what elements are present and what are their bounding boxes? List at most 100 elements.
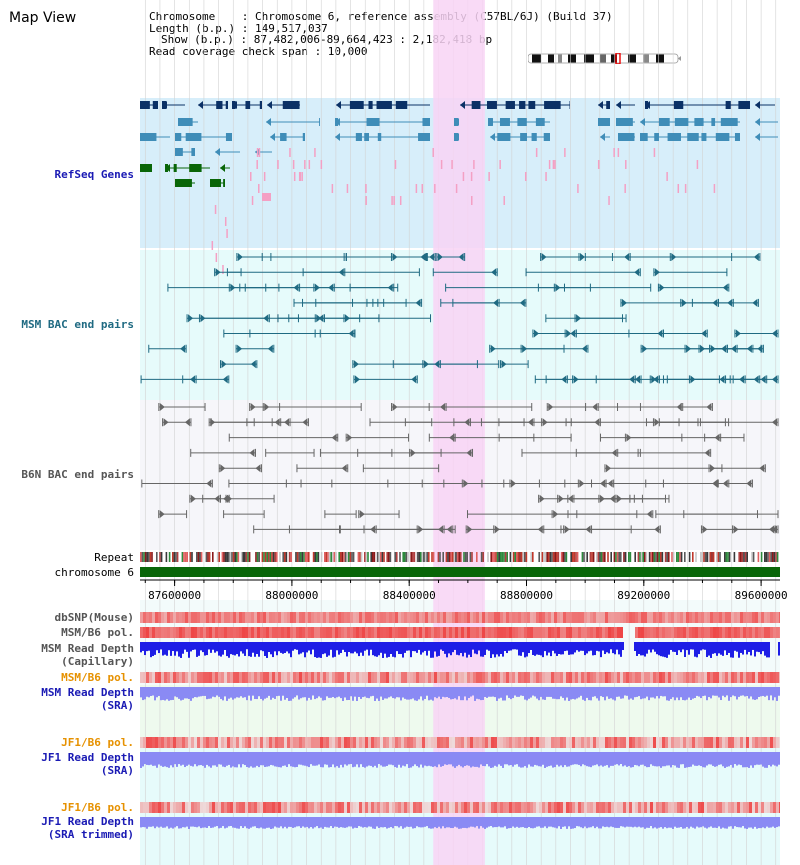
- jf1-b6-pol-trimmed-cell: [383, 802, 386, 813]
- jf1-b6-pol-cell: [158, 737, 161, 748]
- jf1-trimmed-depth-bar: [594, 817, 596, 829]
- repeat-mark: [247, 552, 249, 562]
- msm-capillary-depth-bar: [478, 642, 480, 651]
- jf1-trimmed-depth-bar: [700, 817, 702, 828]
- msm-b6-pol-cell: [746, 627, 749, 638]
- jf1-trimmed-depth-bar: [532, 817, 534, 829]
- msm-b6-pol-sra-cell: [707, 672, 710, 683]
- jf1-b6-pol-cell: [707, 737, 710, 748]
- bac-end-marker: [458, 253, 464, 261]
- jf1-sra-depth-bar: [618, 752, 620, 766]
- msm-sra-depth-bar: [770, 687, 772, 696]
- repeat-mark: [556, 552, 558, 562]
- jf1-b6-pol-cell: [278, 737, 281, 748]
- msm-sra-depth-bar: [606, 687, 608, 697]
- msm-b6-pol-cell: [173, 627, 176, 638]
- chromosome-bar: [140, 567, 780, 577]
- jf1-sra-depth-bar: [412, 752, 414, 767]
- msm-capillary-depth-bar: [398, 642, 400, 655]
- jf1-b6-pol-cell: [650, 737, 653, 748]
- jf1-trimmed-depth-bar: [322, 817, 324, 829]
- msm-sra-depth-bar: [618, 687, 620, 697]
- msm-b6-pol-sra-cell: [194, 672, 197, 683]
- msm-capillary-depth-bar: [312, 642, 314, 650]
- gene-minor-mark: [277, 160, 279, 169]
- dbsnp-cell: [665, 612, 668, 623]
- jf1-b6-pol-trimmed-cell: [599, 802, 602, 813]
- bac-end-marker: [353, 360, 359, 369]
- msm-b6-pol-sra-cell: [551, 672, 554, 683]
- jf1-sra-depth-bar: [592, 752, 594, 766]
- repeat-mark: [290, 552, 292, 562]
- repeat-mark: [466, 552, 468, 562]
- msm-sra-depth-bar: [334, 687, 336, 699]
- jf1-trimmed-depth-bar: [448, 817, 450, 828]
- jf1-b6-pol-cell: [263, 737, 266, 748]
- bac-end: [345, 433, 410, 442]
- msm-b6-pol-sra-cell: [596, 672, 599, 683]
- msm-b6-pol-sra-cell: [326, 672, 329, 683]
- msm-sra-depth-bar: [570, 687, 572, 700]
- gene-exon: [694, 118, 704, 126]
- dbsnp-cell: [557, 612, 560, 623]
- msm-capillary-depth-bar: [250, 642, 252, 657]
- msm-b6-pol-sra-cell: [266, 672, 269, 683]
- jf1-b6-pol-cell: [359, 737, 362, 748]
- msm-capillary-depth-bar: [464, 642, 466, 653]
- jf1-sra-depth-bar: [578, 752, 580, 765]
- msm-b6-pol-cell: [584, 627, 587, 638]
- jf1-b6-pol-trimmed-cell: [386, 802, 389, 813]
- jf1-trimmed-depth-bar: [614, 817, 616, 828]
- msm-capillary-depth-bar: [254, 642, 256, 657]
- msm-sra-depth-bar: [516, 687, 518, 697]
- msm-b6-pol-sra-cell: [758, 672, 761, 683]
- msm-capillary-depth-bar: [150, 642, 152, 658]
- axis-ticks: [144, 580, 762, 586]
- msm-b6-pol-cell: [404, 627, 407, 638]
- jf1-b6-pol-trimmed-cell: [407, 802, 410, 813]
- jf1-sra-depth-bar: [188, 752, 190, 765]
- msm-b6-pol-cell: [473, 627, 476, 638]
- msm-b6-pol-sra-cell: [398, 672, 401, 683]
- jf1-trimmed-depth-bar: [456, 817, 458, 828]
- jf1-sra-depth-bar: [512, 752, 514, 767]
- jf1-b6-pol-cell: [764, 737, 767, 748]
- repeat-mark: [530, 552, 532, 562]
- msm-capillary-depth-bar: [350, 642, 352, 654]
- dbsnp-cell: [617, 612, 620, 623]
- repeat-mark: [604, 552, 606, 562]
- dbsnp-cell: [239, 612, 242, 623]
- gene-minor-mark: [608, 196, 610, 205]
- jf1-sra-depth-bar: [750, 752, 752, 766]
- jf1-b6-pol-trimmed-cell: [551, 802, 554, 813]
- msm-sra-depth-bar: [600, 687, 602, 697]
- gene-exon: [245, 101, 251, 109]
- repeat-mark: [557, 552, 560, 562]
- gene-exon: [618, 133, 635, 141]
- map-plot[interactable]: [140, 0, 780, 865]
- repeat-mark: [338, 552, 340, 562]
- jf1-trimmed-depth-bar: [548, 817, 550, 827]
- msm-capillary-depth-bar: [556, 642, 558, 656]
- msm-b6-pol-sra-cell: [545, 672, 548, 683]
- jf1-trimmed-depth-bar: [686, 817, 688, 827]
- chromosome-ideogram[interactable]: [528, 53, 681, 64]
- jf1-sra-depth-bar: [458, 752, 460, 765]
- gene-exon: [673, 101, 684, 109]
- bac-end-marker: [654, 525, 660, 534]
- msm-sra-depth-bar: [382, 687, 384, 700]
- jf1-b6-pol-cell: [470, 737, 473, 748]
- msm-b6-pol-cell: [434, 627, 437, 638]
- repeat-mark: [276, 552, 278, 562]
- jf1-trimmed-depth-bar: [158, 817, 160, 828]
- dbsnp-cell: [383, 612, 386, 623]
- msm-sra-depth-bar: [198, 687, 200, 697]
- msm-capillary-depth-bar: [762, 642, 764, 652]
- msm-capillary-depth-bar: [208, 642, 210, 650]
- jf1-trimmed-depth-bar: [376, 817, 378, 827]
- msm-sra-depth-bar: [578, 687, 580, 698]
- jf1-trimmed-depth-bar: [672, 817, 674, 829]
- jf1-b6-pol-trimmed-cell: [749, 802, 752, 813]
- msm-sra-depth-bar: [708, 687, 710, 698]
- msm-b6-pol-sra-cell: [710, 672, 713, 683]
